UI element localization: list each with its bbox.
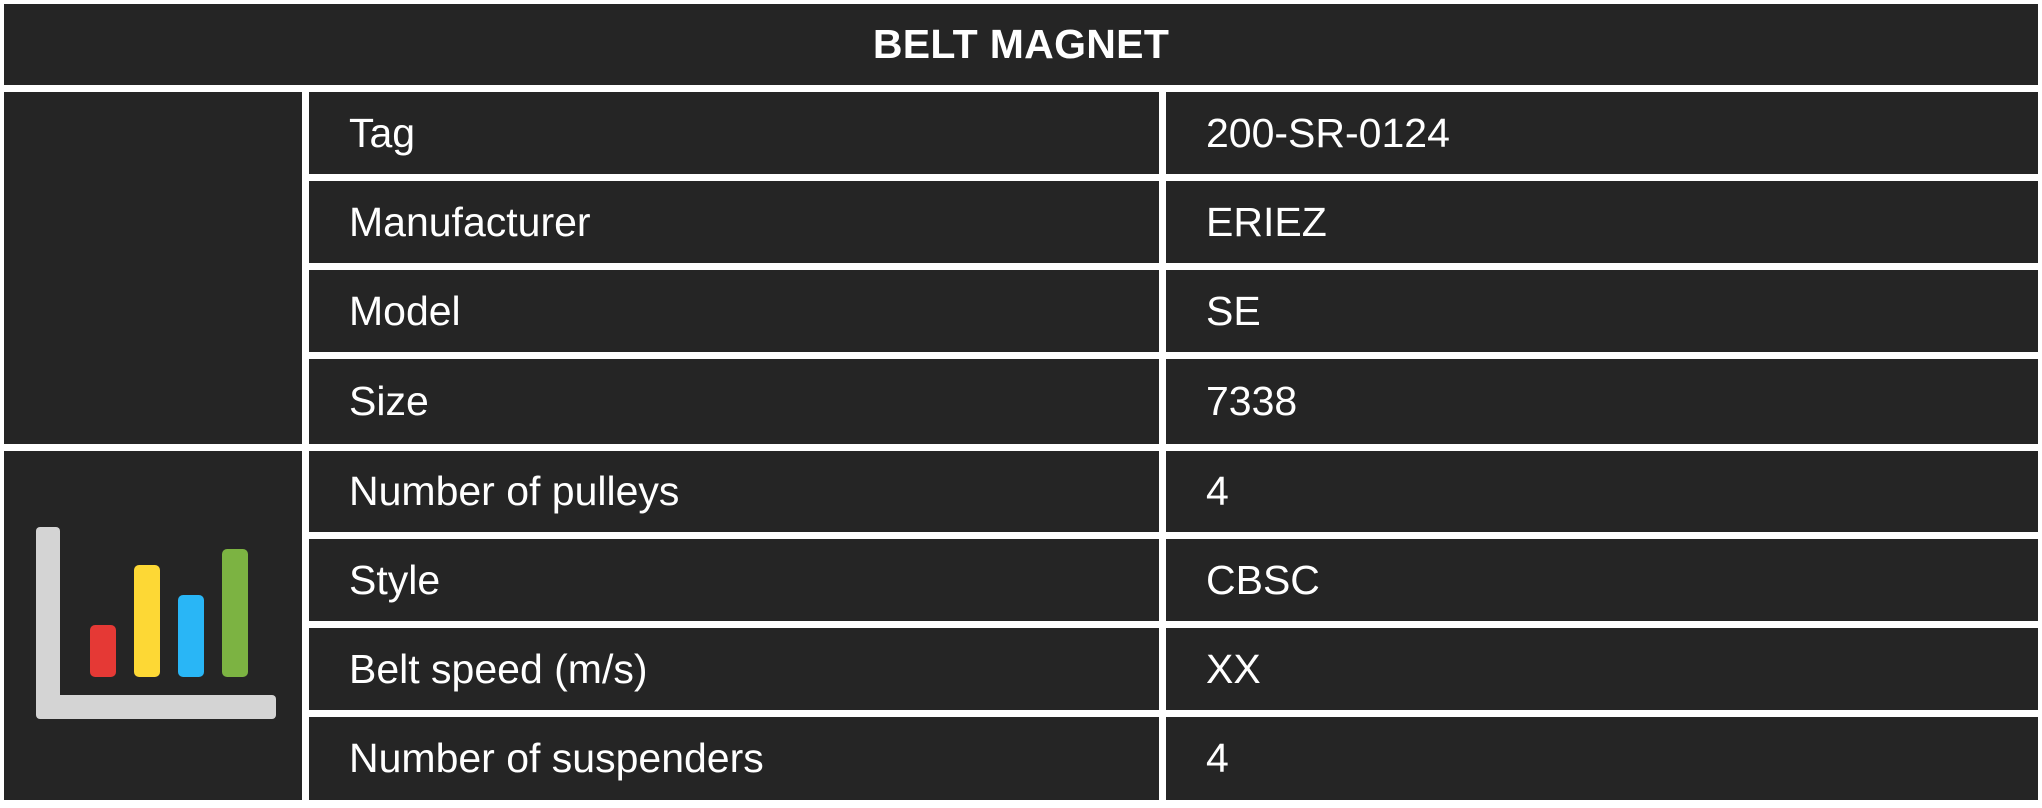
row-label-tag: Tag bbox=[309, 92, 1159, 174]
chart-icon-cell bbox=[4, 451, 302, 800]
row-label-number-of-pulleys: Number of pulleys bbox=[309, 451, 1159, 532]
row-value-style: CBSC bbox=[1166, 539, 2038, 621]
row-value-manufacturer: ERIEZ bbox=[1166, 181, 2038, 263]
row-label-model: Model bbox=[309, 270, 1159, 352]
row-value-number-of-suspenders: 4 bbox=[1166, 717, 2038, 800]
row-label-style: Style bbox=[309, 539, 1159, 621]
image-placeholder-cell bbox=[4, 92, 302, 444]
row-value-belt-speed: XX bbox=[1166, 628, 2038, 710]
row-value-size: 7338 bbox=[1166, 359, 2038, 444]
bar-chart-icon bbox=[32, 527, 280, 727]
table-title: BELT MAGNET bbox=[4, 4, 2038, 85]
row-value-tag: 200-SR-0124 bbox=[1166, 92, 2038, 174]
row-label-manufacturer: Manufacturer bbox=[309, 181, 1159, 263]
row-value-model: SE bbox=[1166, 270, 2038, 352]
row-label-size: Size bbox=[309, 359, 1159, 444]
row-label-number-of-suspenders: Number of suspenders bbox=[309, 717, 1159, 800]
row-value-number-of-pulleys: 4 bbox=[1166, 451, 2038, 532]
row-label-belt-speed: Belt speed (m/s) bbox=[309, 628, 1159, 710]
